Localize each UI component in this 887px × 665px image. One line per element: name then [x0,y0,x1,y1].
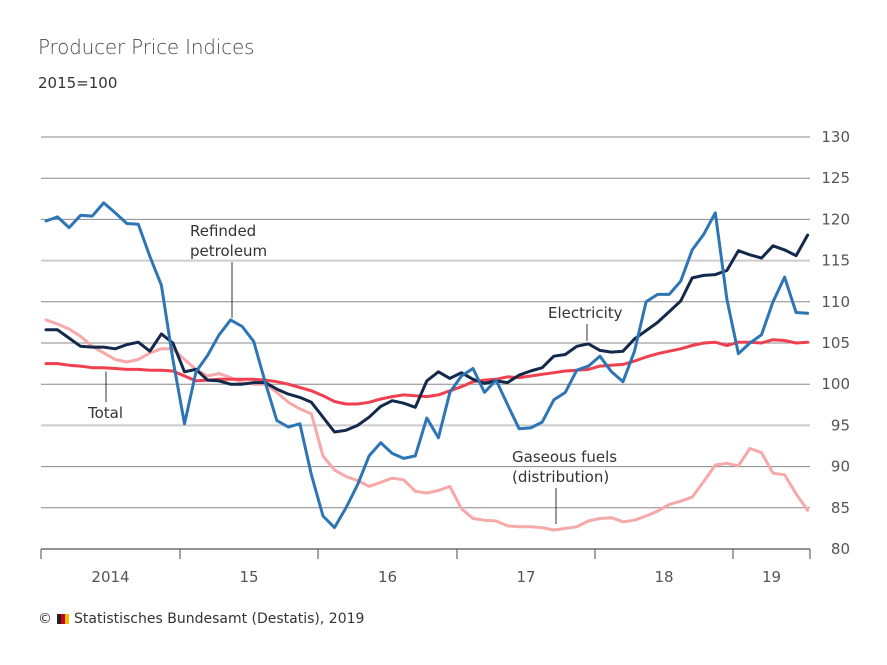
copyright-symbol: © [38,611,52,627]
annotations: Refinded petroleum Electricity Total Gaseous… [87,222,623,524]
destatis-flag-icon [57,614,69,624]
y-tick-label-130: 130 [821,128,850,146]
y-tick-label-90: 90 [831,458,850,476]
y-tick-label-120: 120 [821,210,850,228]
annotation-gaseous-fuels-line-1: Gaseous fuels [512,448,617,466]
series-line-refined-petroleum [44,201,810,530]
x-tick-label-16: 16 [378,568,397,586]
x-tick-label-15: 15 [239,568,258,586]
series-line-gaseous-fuels [44,318,810,532]
footer: © Statistisches Bundesamt (Destatis), 20… [38,611,364,627]
series-line-total [44,338,810,406]
y-tick-label-85: 85 [831,499,850,517]
chart-subtitle: 2015=100 [38,74,118,92]
y-tick-label-115: 115 [821,252,850,270]
chart-title: Producer Price Indices [38,35,255,59]
source-text: Statistisches Bundesamt (Destatis), 2019 [74,611,365,627]
y-tick-label-80: 80 [831,540,850,558]
y-tick-label-125: 125 [821,169,850,187]
y-tick-label-100: 100 [821,375,850,393]
annotation-refined-petroleum-line-1: Refinded [190,222,256,240]
annotation-refined-petroleum-line-2: petroleum [190,242,267,260]
grid-lines [41,136,810,509]
y-axis-ticks: 80 85 90 95 100 105 110 115 120 125 130 [821,128,850,558]
series-line-electricity [44,233,810,434]
annotation-electricity-line-1: Electricity [548,304,623,322]
x-tick-label-2014: 2014 [91,568,129,586]
annotation-total-line-1: Total [87,404,123,422]
x-axis: 2014 15 16 17 18 19 [40,548,811,586]
annotation-gaseous-fuels-line-2: (distribution) [512,468,609,486]
series-lines [44,201,810,532]
x-tick-label-17: 17 [516,568,535,586]
y-tick-label-105: 105 [821,334,850,352]
y-tick-label-110: 110 [821,293,850,311]
x-tick-label-19: 19 [762,568,781,586]
x-tick-label-18: 18 [654,568,673,586]
y-tick-label-95: 95 [831,416,850,434]
